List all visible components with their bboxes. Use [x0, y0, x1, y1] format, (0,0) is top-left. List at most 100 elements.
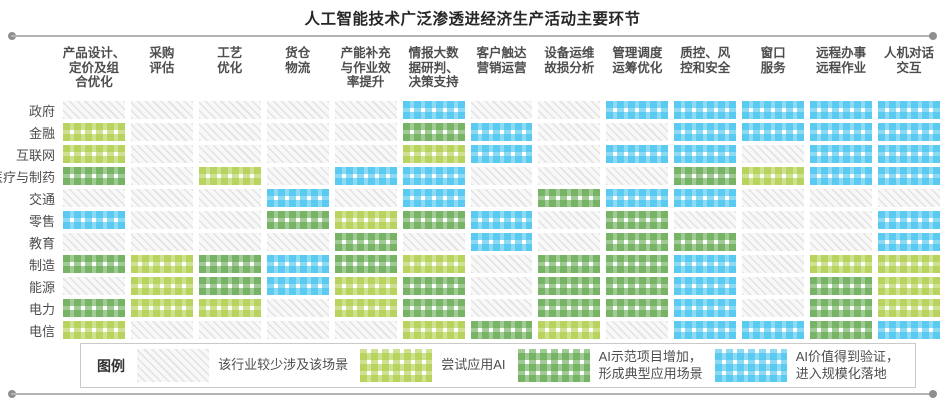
cell-pattern-level-0 [266, 299, 329, 317]
heatmap-cell-r4-c12 [807, 165, 875, 187]
heatmap-cell-r5-c7 [468, 187, 536, 209]
legend-label-2: AI示范项目增加， 形成典型应用场景 [598, 349, 703, 381]
heatmap-cell-r8-c10 [671, 253, 739, 275]
heatmap-cell-r9-c10 [671, 275, 739, 297]
heatmap-cell-r10-c9 [603, 297, 671, 319]
cell-pattern-level-2 [538, 277, 601, 295]
legend-swatch-level-1 [360, 349, 433, 382]
cell-pattern-level-3 [266, 189, 329, 207]
cell-pattern-level-3 [674, 299, 737, 317]
heatmap-cell-r4-c7 [468, 165, 536, 187]
heatmap-cell-r7-c7 [468, 231, 536, 253]
cell-pattern-level-1 [130, 255, 193, 273]
cell-pattern-level-0 [742, 211, 805, 229]
heatmap-cell-r5-c6 [400, 187, 468, 209]
cell-pattern-level-1 [402, 145, 465, 163]
column-header-1: 产品设计、 定价及组 合优化 [62, 46, 126, 89]
heatmap-cell-r10-c13 [875, 297, 943, 319]
cell-pattern-level-0 [674, 211, 737, 229]
cell-pattern-level-0 [538, 167, 601, 185]
heatmap-cell-r2-c13 [875, 121, 943, 143]
cell-pattern-level-0 [130, 123, 193, 141]
heatmap-cell-r6-c9 [603, 209, 671, 231]
heatmap-cell-r11-c3 [196, 319, 264, 341]
cell-pattern-level-3 [810, 123, 873, 141]
heatmap-cell-r7-c10 [671, 231, 739, 253]
row-label-1: 政府 [28, 103, 55, 119]
heatmap-cell-r4-c8 [535, 165, 603, 187]
heatmap-cell-r10-c2 [128, 297, 196, 319]
heatmap-cell-r3-c5 [332, 143, 400, 165]
heatmap-cell-r2-c6 [400, 121, 468, 143]
cell-pattern-level-2 [402, 123, 465, 141]
legend-swatch-level-0 [137, 349, 210, 382]
cell-pattern-level-0 [198, 233, 261, 251]
cell-pattern-level-0 [266, 321, 329, 339]
cell-pattern-level-2 [606, 299, 669, 317]
column-header-7: 客户触达 营销运营 [476, 46, 527, 75]
heatmap-cell-r2-c9 [603, 121, 671, 143]
cell-pattern-level-0 [130, 211, 193, 229]
heatmap-cell-r9-c13 [875, 275, 943, 297]
heatmap-cell-r10-c5 [332, 297, 400, 319]
row-label-4: 医疗与制药 [0, 169, 55, 185]
cell-pattern-level-2 [402, 211, 465, 229]
heatmap-cell-r10-c11 [739, 297, 807, 319]
cell-pattern-level-0 [198, 321, 261, 339]
heatmap-cell-r1-c4 [264, 99, 332, 121]
heatmap-cell-r1-c10 [671, 99, 739, 121]
cell-pattern-level-0 [538, 123, 601, 141]
heatmap-cell-r11-c8 [535, 319, 603, 341]
cell-pattern-level-1 [878, 299, 940, 317]
cell-pattern-level-3 [334, 167, 397, 185]
cell-pattern-level-1 [130, 299, 193, 317]
legend-label-3: AI价值得到验证， 进入规模化落地 [795, 349, 899, 381]
heatmap-cell-r4-c1 [60, 165, 128, 187]
cell-pattern-level-0 [538, 211, 601, 229]
cell-pattern-level-0 [470, 189, 533, 207]
legend-label-1: 尝试应用AI [441, 357, 506, 373]
heatmap-cell-r3-c7 [468, 143, 536, 165]
legend-item-2: AI示范项目增加， 形成典型应用场景 [517, 349, 703, 382]
heatmap-cell-r6-c12 [807, 209, 875, 231]
heatmap-cell-r6-c3 [196, 209, 264, 231]
heatmap-cell-r7-c1 [60, 231, 128, 253]
row-label-3: 互联网 [15, 147, 55, 163]
cell-pattern-level-3 [674, 277, 737, 295]
cell-pattern-level-3 [606, 145, 669, 163]
heatmap-cell-r1-c13 [875, 99, 943, 121]
cell-pattern-level-0 [130, 321, 193, 339]
cell-pattern-level-3 [810, 101, 873, 119]
heatmap-cell-r9-c7 [468, 275, 536, 297]
cell-pattern-level-0 [334, 145, 397, 163]
heatmap-cell-r3-c8 [535, 143, 603, 165]
heatmap-cell-r4-c3 [196, 165, 264, 187]
cell-pattern-level-2 [606, 233, 669, 251]
cell-pattern-level-2 [266, 211, 329, 229]
row-label-11: 电信 [28, 323, 55, 339]
heatmap-cell-r9-c12 [807, 275, 875, 297]
cell-pattern-level-0 [470, 255, 533, 273]
cell-pattern-level-0 [266, 101, 329, 119]
legend-swatch-level-3 [714, 349, 787, 382]
legend-title: 图例 [97, 357, 125, 374]
cell-pattern-level-2 [538, 189, 601, 207]
heatmap-cell-r9-c1 [60, 275, 128, 297]
heatmap-cell-r4-c11 [739, 165, 807, 187]
cell-pattern-level-2 [538, 299, 601, 317]
cell-pattern-level-0 [198, 101, 261, 119]
column-header-3: 工艺 优化 [217, 46, 243, 75]
row-label-7: 教育 [28, 235, 55, 251]
row-label-8: 制造 [28, 257, 55, 273]
column-header-6: 情报大数 据研判、 决策支持 [408, 46, 459, 89]
heatmap-cell-r7-c13 [875, 231, 943, 253]
cell-pattern-level-3 [402, 101, 465, 119]
heatmap-cell-r6-c8 [535, 209, 603, 231]
heatmap-cell-r4-c13 [875, 165, 943, 187]
cell-pattern-level-2 [470, 321, 533, 339]
heatmap-cell-r7-c8 [535, 231, 603, 253]
cell-pattern-level-3 [878, 145, 940, 163]
heatmap-cell-r2-c4 [264, 121, 332, 143]
heatmap-cell-r4-c4 [264, 165, 332, 187]
cell-pattern-level-0 [538, 145, 601, 163]
